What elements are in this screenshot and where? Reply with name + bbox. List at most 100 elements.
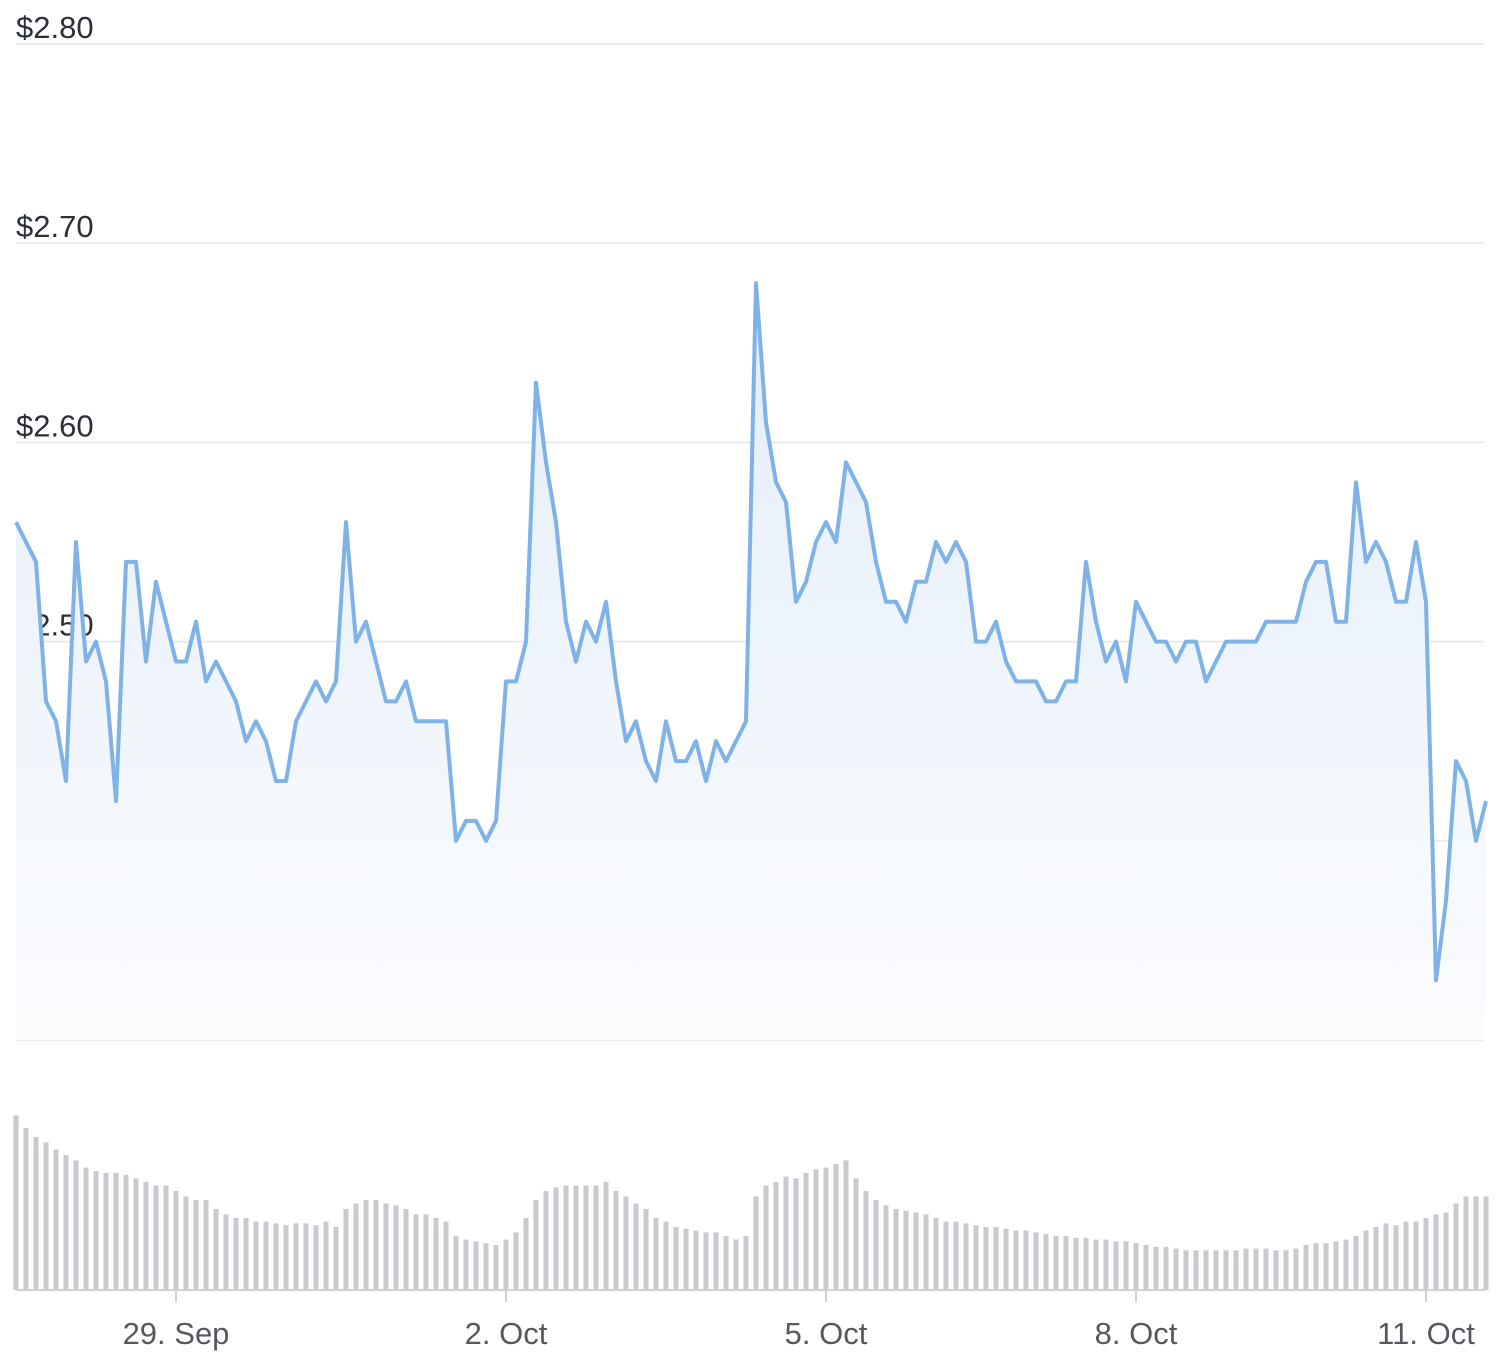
volume-bar (1013, 1230, 1019, 1290)
volume-bar (1323, 1243, 1329, 1290)
volume-bar (733, 1239, 739, 1290)
volume-bar (223, 1214, 229, 1290)
volume-bar (13, 1115, 19, 1290)
volume-bar (873, 1200, 879, 1290)
volume-bar (1253, 1248, 1259, 1290)
volume-bar (763, 1185, 769, 1290)
volume-bar (1343, 1239, 1349, 1290)
volume-bar (1373, 1227, 1379, 1290)
volume-bar (573, 1185, 579, 1290)
volume-bar (853, 1178, 859, 1290)
volume-bar (493, 1245, 499, 1290)
volume-bar (603, 1182, 609, 1290)
volume-bar (1193, 1250, 1199, 1290)
volume-bar (1433, 1214, 1439, 1290)
volume-bar (673, 1227, 679, 1290)
volume-bar (1213, 1250, 1219, 1290)
volume-bar (453, 1236, 459, 1290)
volume-bar (263, 1221, 269, 1290)
y-tick-label: $2.70 (16, 209, 94, 244)
volume-bar (663, 1221, 669, 1290)
x-tick-label: 2. Oct (465, 1316, 548, 1351)
volume-bar (823, 1167, 829, 1290)
volume-bar (843, 1160, 849, 1290)
volume-bar (293, 1223, 299, 1290)
area (16, 283, 1486, 1040)
volume-bar (1303, 1245, 1309, 1290)
volume-bar (803, 1173, 809, 1290)
volume-bar (23, 1128, 29, 1290)
volume-bar (1383, 1223, 1389, 1290)
volume-bar (1293, 1248, 1299, 1290)
volume-bar (283, 1225, 289, 1290)
volume-bar (1003, 1228, 1009, 1290)
volume-bar (613, 1191, 619, 1290)
volume-bar (723, 1236, 729, 1290)
volume-bar (1173, 1248, 1179, 1290)
volume-bar (323, 1221, 329, 1290)
volume-bar (1463, 1196, 1469, 1290)
volume-bar (1163, 1246, 1169, 1290)
volume-bar (273, 1223, 279, 1290)
volume-bar (1413, 1221, 1419, 1290)
volume-bar (243, 1218, 249, 1290)
volume-bar (123, 1174, 129, 1290)
volume-bar (1033, 1232, 1039, 1290)
volume-bar (1273, 1250, 1279, 1290)
volume-bar (253, 1221, 259, 1290)
volume-bar (473, 1241, 479, 1290)
x-tick-label: 29. Sep (123, 1316, 230, 1351)
volume-bar (443, 1221, 449, 1290)
volume-bar (143, 1182, 149, 1290)
volume-bar (413, 1214, 419, 1290)
volume-bar (543, 1191, 549, 1290)
volume-bar (533, 1200, 539, 1290)
volume-bar (53, 1149, 59, 1290)
volume-bar (1363, 1230, 1369, 1290)
volume-bar (513, 1232, 519, 1290)
volume-bar (1313, 1243, 1319, 1290)
x-tick-label: 5. Oct (785, 1316, 868, 1351)
volume-bar (983, 1227, 989, 1290)
volume-bar (833, 1164, 839, 1290)
volume-bar (1063, 1236, 1069, 1290)
volume-bar (1093, 1239, 1099, 1290)
volume-bar (963, 1223, 969, 1290)
volume-bar (163, 1185, 169, 1290)
volume-bar (633, 1203, 639, 1290)
volume-bar (1403, 1221, 1409, 1290)
volume-bar (153, 1185, 159, 1290)
volume-bar (1113, 1241, 1119, 1290)
volume-bar (403, 1209, 409, 1290)
volume-bar (433, 1218, 439, 1290)
volume-bar (1353, 1236, 1359, 1290)
volume-bar (923, 1214, 929, 1290)
volume-bar (643, 1209, 649, 1290)
volume-bar (623, 1196, 629, 1290)
volume-bar (1473, 1196, 1479, 1290)
volume-bar (993, 1227, 999, 1290)
volume-bar (1153, 1246, 1159, 1290)
volume-bar (33, 1137, 39, 1290)
volume-bar (563, 1185, 569, 1290)
volume-bar (583, 1185, 589, 1290)
volume-bar (1123, 1241, 1129, 1290)
volume-bar (63, 1155, 69, 1290)
volume-bar (913, 1212, 919, 1290)
volume-bar (203, 1200, 209, 1290)
volume-bar (693, 1230, 699, 1290)
volume-bar (303, 1223, 309, 1290)
volume-bar (903, 1210, 909, 1290)
volume-bar (1243, 1248, 1249, 1290)
volume-bar (1453, 1203, 1459, 1290)
volume-bar (393, 1205, 399, 1290)
volume-bar (1183, 1250, 1189, 1290)
volume-bar (1203, 1250, 1209, 1290)
volume-bar (1133, 1243, 1139, 1290)
volume-bar (173, 1191, 179, 1290)
volume-bar (863, 1191, 869, 1290)
volume-bar (713, 1232, 719, 1290)
volume-bar (1483, 1196, 1489, 1290)
volume-bar (1233, 1250, 1239, 1290)
